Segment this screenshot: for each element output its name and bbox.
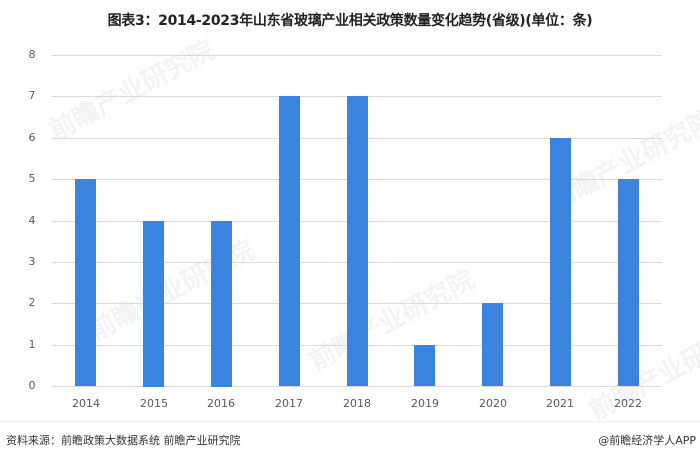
bar-2020 — [482, 303, 503, 386]
x-axis-tick-label: 2014 — [72, 397, 100, 410]
bar-2014 — [75, 179, 96, 386]
bar-2016 — [211, 221, 232, 387]
y-axis-tick-label: 1 — [28, 338, 36, 351]
bar-2017 — [279, 96, 300, 386]
y-axis-tick-label: 6 — [28, 131, 36, 144]
watermark: 前瞻产业研究院 — [44, 34, 220, 147]
bar-2022 — [618, 179, 639, 386]
y-axis-tick-label: 5 — [28, 172, 36, 185]
credit-note: @前瞻经济学人APP — [598, 434, 696, 447]
y-axis-tick-label: 3 — [28, 255, 36, 268]
x-axis-tick-label: 2015 — [140, 397, 168, 410]
bar-2015 — [143, 221, 164, 387]
x-axis-tick-label: 2017 — [275, 397, 303, 410]
watermark: 前瞻产业研究院 — [84, 234, 260, 347]
x-axis-tick-label: 2018 — [343, 397, 371, 410]
x-axis-tick-label: 2019 — [411, 397, 439, 410]
y-axis-tick-label: 2 — [28, 296, 36, 309]
chart-title: 图表3：2014-2023年山东省玻璃产业相关政策数量变化趋势(省级)(单位：条… — [107, 13, 593, 29]
x-axis-tick-label: 2020 — [479, 397, 507, 410]
y-axis-tick-label: 0 — [28, 379, 36, 392]
gridline — [52, 386, 662, 387]
y-axis-tick-label: 7 — [28, 89, 36, 102]
watermark: 前瞻产业研究院 — [304, 264, 480, 377]
bar-2018 — [347, 96, 368, 386]
bar-2019 — [414, 345, 435, 386]
bar-2021 — [550, 138, 571, 386]
x-axis-tick-label: 2016 — [207, 397, 235, 410]
gridline — [52, 55, 662, 56]
source-note: 资料来源：前瞻政策大数据系统 前瞻产业研究院 — [6, 434, 241, 447]
x-axis-tick-label: 2022 — [614, 397, 642, 410]
y-axis-tick-label: 8 — [28, 48, 36, 61]
footer-divider — [0, 421, 700, 422]
y-axis-tick-label: 4 — [28, 214, 36, 227]
x-axis-tick-label: 2021 — [546, 397, 574, 410]
